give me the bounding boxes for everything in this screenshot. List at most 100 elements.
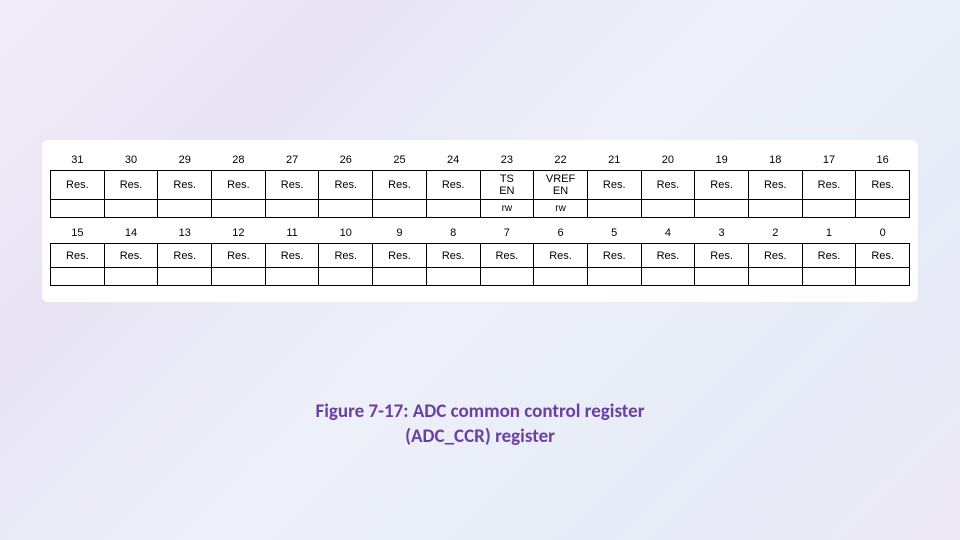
access-cell [856, 268, 910, 286]
field-cell: VREFEN [534, 170, 588, 199]
access-cell [212, 199, 266, 217]
field-cell: Res. [856, 170, 910, 199]
register-table-upper: 31 30 29 28 27 26 25 24 23 22 21 20 19 1… [50, 150, 910, 218]
access-cell [534, 268, 588, 286]
field-cell: Res. [587, 244, 641, 268]
field-cell: Res. [856, 244, 910, 268]
access-cell [212, 268, 266, 286]
bit-num: 26 [319, 150, 373, 170]
bit-number-row-upper: 31 30 29 28 27 26 25 24 23 22 21 20 19 1… [51, 150, 910, 170]
field-cell: Res. [802, 244, 856, 268]
bit-num: 9 [373, 224, 427, 244]
figure-caption: Figure 7-17: ADC common control register… [0, 400, 960, 449]
access-row-lower [51, 268, 910, 286]
bit-num: 11 [265, 224, 319, 244]
field-cell: Res. [480, 244, 534, 268]
field-cell: Res. [104, 244, 158, 268]
access-cell [802, 268, 856, 286]
bit-num: 4 [641, 224, 695, 244]
bit-number-row-lower: 15 14 13 12 11 10 9 8 7 6 5 4 3 2 1 0 [51, 224, 910, 244]
access-cell [748, 268, 802, 286]
access-cell [373, 268, 427, 286]
access-cell: rw [480, 199, 534, 217]
bit-num: 17 [802, 150, 856, 170]
field-cell: Res. [158, 170, 212, 199]
field-cell: Res. [265, 170, 319, 199]
bit-num: 2 [748, 224, 802, 244]
access-cell [856, 199, 910, 217]
field-cell: Res. [802, 170, 856, 199]
access-cell [695, 199, 749, 217]
bit-num: 1 [802, 224, 856, 244]
access-cell [265, 268, 319, 286]
access-row-upper: rw rw [51, 199, 910, 217]
field-row-lower: Res. Res. Res. Res. Res. Res. Res. Res. … [51, 244, 910, 268]
bit-num: 29 [158, 150, 212, 170]
bit-num: 3 [695, 224, 749, 244]
field-row-upper: Res. Res. Res. Res. Res. Res. Res. Res. … [51, 170, 910, 199]
access-cell [587, 268, 641, 286]
bit-num: 0 [856, 224, 910, 244]
field-cell: Res. [641, 244, 695, 268]
access-cell [426, 268, 480, 286]
field-cell: Res. [426, 170, 480, 199]
field-cell: Res. [319, 244, 373, 268]
field-cell: Res. [51, 244, 105, 268]
access-cell [51, 199, 105, 217]
field-cell: Res. [426, 244, 480, 268]
access-cell [319, 268, 373, 286]
bit-num: 27 [265, 150, 319, 170]
field-cell: TSEN [480, 170, 534, 199]
field-cell: Res. [695, 170, 749, 199]
bit-num: 23 [480, 150, 534, 170]
access-cell: rw [534, 199, 588, 217]
access-cell [51, 268, 105, 286]
bit-num: 22 [534, 150, 588, 170]
access-cell [104, 199, 158, 217]
access-cell [104, 268, 158, 286]
access-cell [748, 199, 802, 217]
bit-num: 18 [748, 150, 802, 170]
bit-num: 30 [104, 150, 158, 170]
bit-num: 14 [104, 224, 158, 244]
access-cell [587, 199, 641, 217]
bit-num: 19 [695, 150, 749, 170]
access-cell [802, 199, 856, 217]
bit-num: 20 [641, 150, 695, 170]
access-cell [158, 268, 212, 286]
bit-num: 25 [373, 150, 427, 170]
register-panel: 31 30 29 28 27 26 25 24 23 22 21 20 19 1… [42, 140, 918, 302]
access-cell [265, 199, 319, 217]
bit-num: 16 [856, 150, 910, 170]
field-cell: Res. [265, 244, 319, 268]
access-cell [158, 199, 212, 217]
field-cell: Res. [51, 170, 105, 199]
bit-num: 5 [587, 224, 641, 244]
bit-num: 8 [426, 224, 480, 244]
field-cell: Res. [212, 170, 266, 199]
field-cell: Res. [319, 170, 373, 199]
access-cell [373, 199, 427, 217]
field-cell: Res. [212, 244, 266, 268]
field-cell: Res. [641, 170, 695, 199]
access-cell [319, 199, 373, 217]
access-cell [641, 199, 695, 217]
field-cell: Res. [534, 244, 588, 268]
field-cell: Res. [373, 244, 427, 268]
caption-line-2: (ADC_CCR) register [0, 425, 960, 450]
bit-num: 10 [319, 224, 373, 244]
access-cell [426, 199, 480, 217]
access-cell [695, 268, 749, 286]
caption-line-1: Figure 7-17: ADC common control register [0, 400, 960, 425]
bit-num: 12 [212, 224, 266, 244]
bit-num: 31 [51, 150, 105, 170]
field-cell: Res. [104, 170, 158, 199]
register-table-lower: 15 14 13 12 11 10 9 8 7 6 5 4 3 2 1 0 Re… [50, 224, 910, 287]
field-cell: Res. [748, 244, 802, 268]
field-cell: Res. [748, 170, 802, 199]
field-cell: Res. [158, 244, 212, 268]
bit-num: 6 [534, 224, 588, 244]
access-cell [641, 268, 695, 286]
field-cell: Res. [373, 170, 427, 199]
bit-num: 15 [51, 224, 105, 244]
